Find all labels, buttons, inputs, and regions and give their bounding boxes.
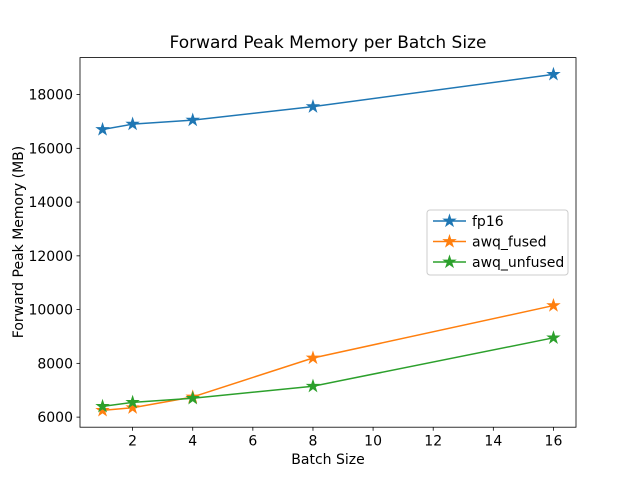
series-marker-awq_fused	[125, 400, 140, 414]
x-tick-label: 2	[128, 434, 137, 450]
series-marker-awq_unfused	[125, 394, 140, 409]
y-tick-label: 18000	[28, 88, 73, 104]
legend-label-awq_unfused: awq_unfused	[472, 255, 564, 271]
series-marker-awq_unfused	[185, 390, 200, 405]
legend-label-awq_fused: awq_fused	[472, 235, 547, 251]
x-tick-label: 4	[188, 434, 197, 450]
x-tick-label: 10	[364, 434, 382, 450]
series-marker-fp16	[125, 116, 140, 131]
x-axis-label: Batch Size	[291, 452, 365, 468]
series-marker-fp16	[546, 66, 561, 81]
chart-title: Forward Peak Memory per Batch Size	[169, 33, 487, 53]
y-tick-label: 16000	[28, 141, 73, 157]
series-marker-fp16	[95, 121, 110, 136]
legend-marker-fp16	[442, 213, 457, 228]
legend-marker-awq_unfused	[442, 254, 457, 269]
x-tick-label: 8	[309, 434, 318, 450]
legend-label-fp16: fp16	[472, 214, 504, 230]
series-marker-fp16	[305, 99, 321, 113]
series-marker-fp16	[185, 112, 200, 127]
x-tick-label: 12	[424, 434, 442, 450]
series-marker-awq_fused	[95, 402, 110, 417]
y-tick-label: 12000	[28, 249, 73, 265]
y-tick-label: 14000	[28, 195, 73, 211]
series-marker-awq_unfused	[305, 378, 321, 393]
x-tick-label: 16	[545, 434, 563, 450]
series-marker-awq_fused	[305, 350, 321, 365]
legend-marker-awq_fused	[442, 233, 457, 248]
x-tick-label: 14	[484, 434, 502, 450]
series-marker-awq_unfused	[546, 330, 561, 344]
series-marker-awq_fused	[546, 297, 561, 312]
legend-box	[426, 209, 569, 276]
y-tick-label: 8000	[37, 356, 73, 372]
series-marker-awq_unfused	[95, 398, 110, 413]
y-tick-label: 10000	[28, 303, 73, 319]
y-axis-label: Forward Peak Memory (MB)	[11, 145, 27, 339]
x-tick-label: 6	[248, 434, 257, 450]
y-tick-label: 6000	[37, 410, 73, 426]
